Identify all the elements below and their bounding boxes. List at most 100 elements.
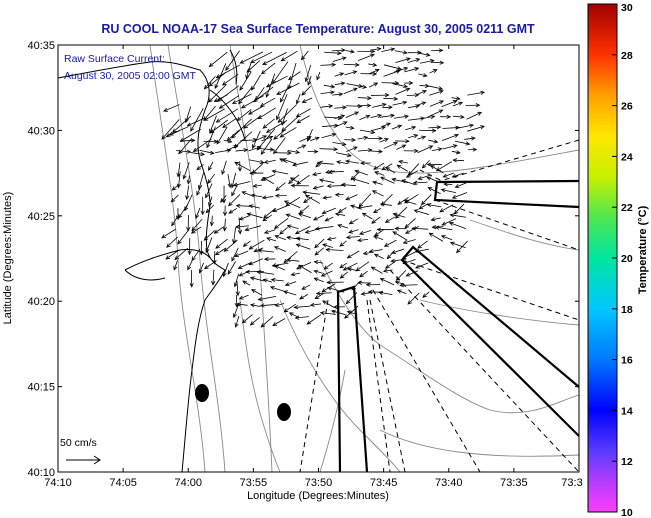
bathymetry-contours [149,45,579,472]
current-vector-arrow [417,145,434,154]
scale-label: 50 cm/s [60,437,97,449]
current-vector-arrow [359,129,376,135]
current-vector-arrow [294,315,309,320]
current-vector-arrow [379,278,395,286]
current-vector-arrow [378,290,393,296]
current-vector-arrow [205,237,213,254]
current-vector-arrow [392,100,408,106]
current-vector-arrow [426,203,442,208]
y-tick-label: 40:35 [27,40,55,52]
current-vector-arrow [302,190,321,195]
current-vector-arrow [166,236,178,248]
current-vector-arrow [407,292,420,305]
current-vector-arrow [381,47,396,53]
map-panel[interactable] [57,44,580,473]
current-vector-arrow [322,195,332,200]
current-vector-arrow [283,303,296,313]
current-vector-arrow [279,127,297,138]
x-tick-label: 74:10 [44,477,72,489]
colorbar-tick-label: 20 [621,253,633,265]
current-vector-arrow [176,149,192,154]
current-vector-arrow [440,188,456,194]
current-vector-arrow [345,49,355,54]
current-vector-arrow [301,284,311,290]
current-vector-arrow [301,97,313,103]
current-vector-arrow [283,200,301,209]
current-vector-arrow [248,204,261,209]
current-vector-arrow [415,262,429,269]
current-vector-arrow [426,162,442,167]
current-vector-arrow [319,147,339,152]
buoy-marker[interactable] [195,384,209,402]
colorbar-tick-label: 30 [621,2,633,14]
current-vector-arrow [286,258,300,263]
current-vector-arrow [292,161,309,167]
current-vector-arrow [304,64,312,83]
current-vector-arrow [220,194,227,203]
current-vector-arrow [277,104,297,123]
current-vector-arrow [209,215,214,227]
current-vector-arrow [428,125,442,130]
current-vector-arrow [402,259,416,265]
current-vector-arrow [256,270,275,275]
current-vector-arrow [331,48,346,53]
current-vector-arrow [411,226,429,231]
current-vector-arrow [307,149,319,154]
current-vector-arrow [332,304,345,310]
current-vector-arrow [207,173,215,184]
current-vector-arrow [345,104,363,109]
current-vector-arrow [420,114,436,120]
current-vector-arrow [274,265,286,271]
colorbar-tick-label: 18 [621,304,633,316]
current-vector-arrow [235,203,251,208]
current-vector-arrow [286,224,299,230]
current-vector-arrow [236,109,252,122]
current-vector-arrow [223,139,233,144]
current-vector-arrow [465,103,481,108]
current-vector-arrow [250,193,263,198]
current-vector-arrow [171,215,179,227]
current-vector-arrow [251,289,263,296]
x-tick-label: 74:05 [109,477,137,489]
current-vector-arrow [334,81,346,86]
current-vector-arrow [393,66,409,73]
current-vector-arrow [422,291,430,298]
current-vector-arrow [360,161,371,166]
buoy-marker[interactable] [277,403,291,421]
current-vector-arrow [241,314,253,324]
current-vector-arrow [326,183,346,189]
current-vector-arrow [357,135,369,140]
x-tick-label: 74:00 [174,477,202,489]
shipping-lanes [336,179,579,472]
current-vector-arrow [342,262,358,271]
current-vector-arrow [343,87,358,95]
current-vector-arrow [429,100,445,107]
current-vector-arrow [357,84,368,89]
current-vector-arrow [295,236,309,241]
current-vector-arrow [275,150,292,156]
y-tick-label: 40:15 [27,382,55,394]
current-vector-arrow [339,262,348,269]
current-vector-arrow [417,52,431,57]
current-vector-arrow [367,136,384,141]
current-vector-arrow [365,282,381,287]
current-vector-arrow [208,84,227,103]
current-vector-arrow [370,113,383,119]
current-vector-arrow [325,247,344,252]
current-vector-arrow [270,277,284,283]
current-vector-arrow [263,207,276,219]
current-vector-arrow [203,75,216,90]
current-vector-arrow [431,147,443,152]
current-vector-arrow [228,207,238,214]
current-vector-arrow [412,180,428,185]
current-vector-arrow [227,174,232,189]
current-vector-arrow [337,207,347,213]
current-vector-arrow [190,151,206,157]
current-vector-arrow [441,218,457,226]
current-vector-arrow [392,212,406,218]
current-vector-arrow [178,204,188,219]
current-vector-arrow [429,69,438,74]
legend-line-2: August 30, 2005 02:00 GMT [64,70,197,82]
current-vector-arrow [417,240,428,249]
current-vector-arrow [323,262,333,270]
